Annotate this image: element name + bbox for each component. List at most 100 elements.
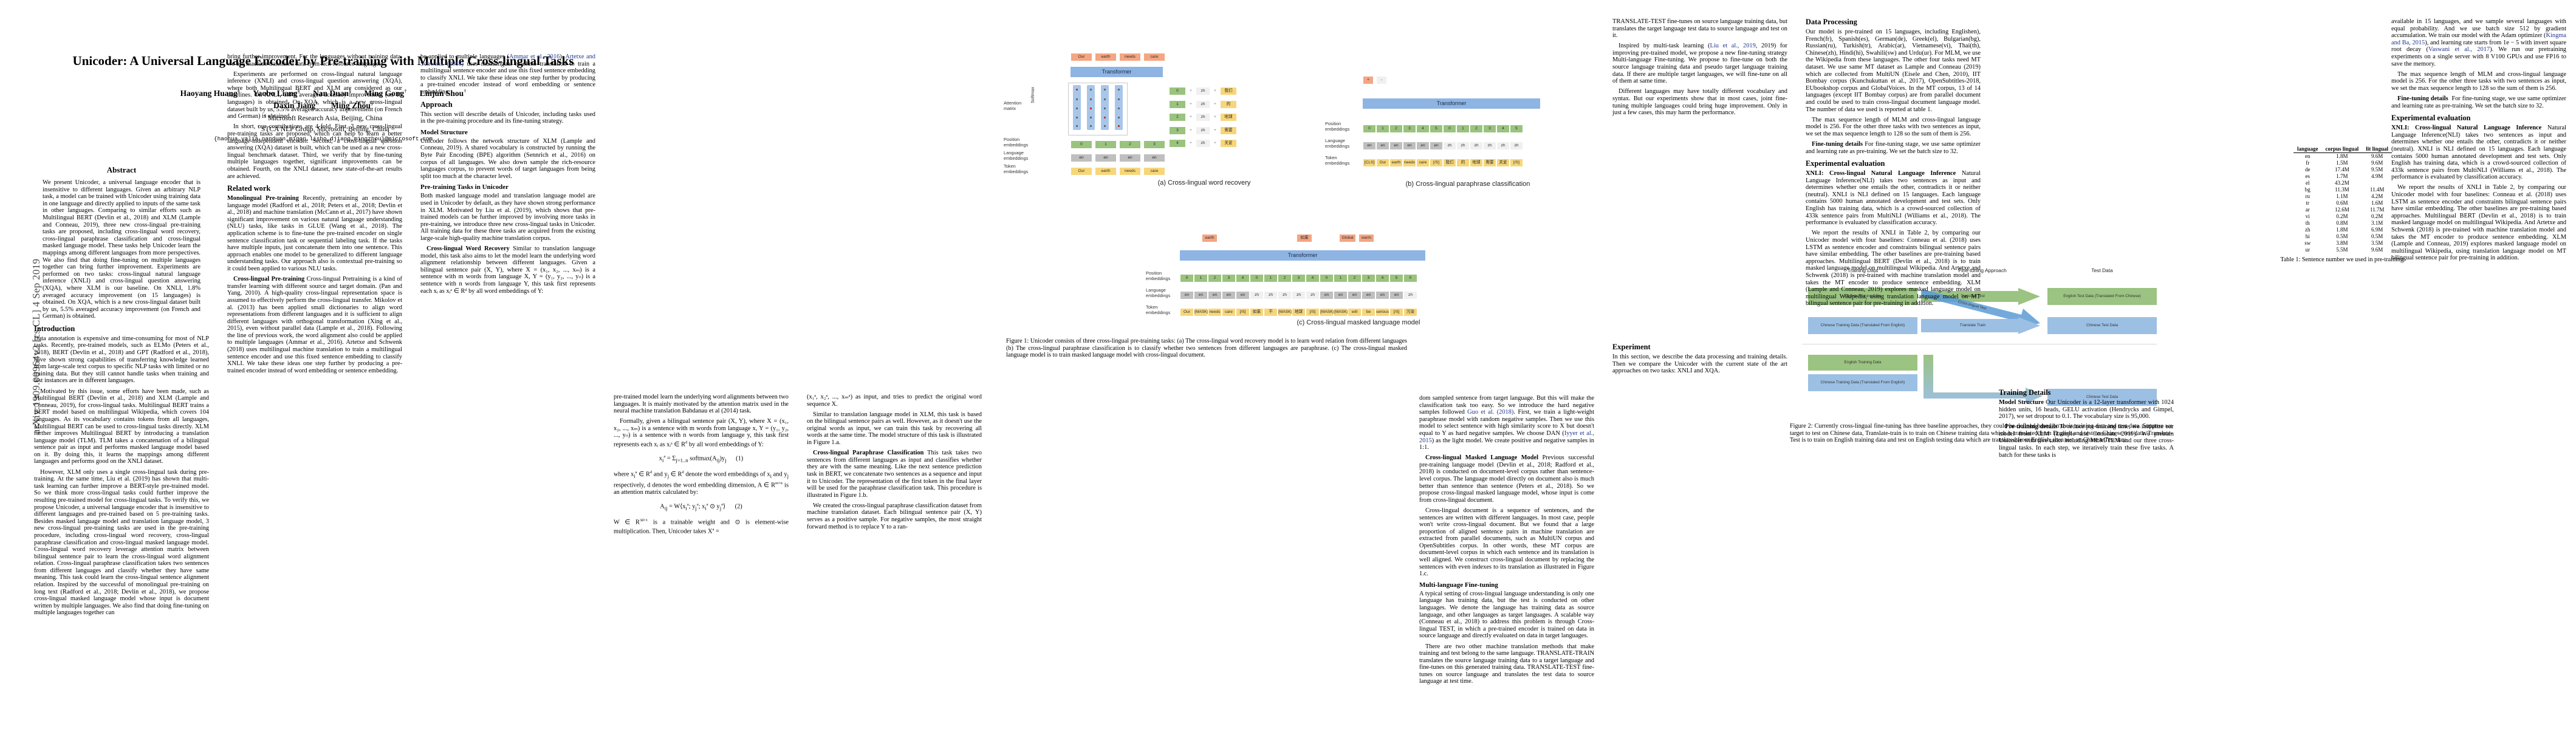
table-row: tr 0.6M 1.6M — [2293, 200, 2392, 207]
translate-train-arrow: Translate Train — [1921, 317, 2040, 334]
runin-heading: Cross-lingual Paraphrase Classification — [813, 450, 924, 457]
token-row: [CLS] Our earth needs care [/S] 我们的地球 需要 关爱 [/S] — [1363, 156, 1523, 166]
position-embedding: 0 — [1363, 125, 1375, 132]
table-cell: 9.5M — [2371, 166, 2383, 173]
token-embedding: Our — [1071, 168, 1092, 175]
column-9: Training Details Model Structure Our Uni… — [1999, 389, 2174, 462]
paragraph: This section will describe details of Un… — [420, 111, 595, 125]
table-cell: th — [2305, 220, 2310, 226]
language-embedding: zh — [1484, 142, 1496, 149]
paragraph: Pre-training details To reduce pre-train… — [1999, 423, 2174, 459]
table-cell: 0.5M — [2371, 233, 2383, 239]
table-column-header: corpus lingual — [2321, 146, 2363, 153]
paragraph: (x₁ᵃ, x₂ᵃ, ..., xₘᵃ) as input, and tries… — [807, 394, 982, 408]
paragraph: Cross-lingual Pre-training Cross-lingual… — [227, 276, 403, 374]
language-embedding: en — [1390, 142, 1402, 149]
token-embedding: 地球 — [1221, 114, 1236, 121]
paragraph: XNLI: Cross-lingual Natural Language Inf… — [1806, 170, 1981, 227]
language-embedding: en — [1417, 142, 1429, 149]
language-embedding: en — [1071, 154, 1092, 162]
token-output: care — [1144, 53, 1165, 61]
paragraph: In short, our contributions are 4-fold. … — [227, 123, 402, 180]
language-embedding: en — [1348, 292, 1361, 299]
table-row: en 1.8M 9.6M — [2293, 152, 2393, 160]
table-row: bg 11.3M 11.4M — [2293, 187, 2392, 193]
token-embedding: [/S] — [1306, 309, 1319, 316]
paragraph: Similar to translation language model in… — [807, 411, 982, 447]
table-cell: 17.4M — [2334, 166, 2349, 173]
author: Linjun Shou† — [419, 88, 467, 98]
language-embedding: zh — [1470, 142, 1482, 149]
table-1: language corpus lingual lit lingual en 1.… — [2252, 146, 2434, 264]
table-cell: 43.2M — [2334, 180, 2349, 186]
token-embedding: 的 — [1457, 159, 1469, 166]
paragraph: The max sequence length of MLM and cross… — [2391, 70, 2566, 92]
masked-output: warm — [1359, 234, 1374, 242]
transformer-block: Transformer — [1070, 67, 1163, 77]
token-embedding: will — [1348, 309, 1361, 316]
table-row: de 17.4M 9.5M — [2293, 166, 2392, 173]
token-embedding: Our — [1180, 309, 1193, 316]
token-embedding: [CLS] — [1363, 159, 1375, 166]
paragraph: Inspired by multi-task learning (Liu et … — [1612, 43, 1787, 85]
token-row: Our [MASK] needs care [/S] 如果不 [MASK] 地球 [/S] [MA… — [1180, 305, 1417, 316]
language-embedding: zh — [1457, 142, 1469, 149]
figure2-header: Fine-tuning Approach — [1958, 267, 2007, 273]
equation-2: Aij = W⟨xia; yja; xia ⊙ yja⟩ (2) — [660, 502, 742, 512]
language-embedding: en — [1120, 154, 1140, 162]
table-row: es 1.7M 4.9M — [2293, 173, 2392, 180]
language-embedding: zh — [1510, 142, 1523, 149]
author-emails: {haohua,yalia,nanduan,migon,lisho,djiang… — [213, 135, 433, 142]
figure-2-caption: Figure 2: Currently cross-lingual fine-t… — [1790, 423, 2173, 444]
column-1: Abstract We present Unicoder, a universa… — [34, 165, 209, 620]
language-embedding: zh — [1196, 140, 1210, 147]
position-embedding: 2 — [1278, 275, 1291, 282]
equation-1: xia = Σj=1..n softmax(Aij)yj (1) — [659, 454, 744, 464]
table-cell: 11.7M — [2369, 207, 2385, 213]
figure-1-panel-a: Our earth needs care Transformer Attenti… — [1004, 18, 1405, 187]
paper-page: Unicoder: A Universal Language Encoder b… — [34, 0, 2566, 729]
paragraph: Different languages may have totally dif… — [1612, 88, 1787, 117]
subsection-heading-pretraining-tasks: Pre-training Tasks in Unicoder — [420, 183, 509, 191]
paragraph: There are two other machine translation … — [1419, 643, 1594, 685]
paragraph: However, XLM only uses a single cross-li… — [34, 468, 209, 617]
author: Daxin Jiang† — [273, 100, 318, 111]
table-row: vi 0.2M 0.2M — [2293, 213, 2392, 220]
language-embedding: en — [1363, 142, 1375, 149]
paragraph: Motivated by this issue, some efforts ha… — [34, 388, 209, 465]
table-cell: 0.6M — [2336, 200, 2348, 206]
section-heading-introduction: Introduction — [34, 324, 75, 333]
table-row: th 0.8M 3.1M — [2293, 220, 2392, 227]
paragraph: dom sampled sentence from target languag… — [1419, 395, 1594, 451]
token-embedding: earth — [1390, 159, 1402, 166]
language-embedding: en — [1194, 292, 1207, 299]
token-embedding: care — [1417, 159, 1429, 166]
position-embedding: 5 — [1390, 275, 1403, 282]
position-embedding: 1 — [1264, 275, 1277, 282]
position-embedding: 4 — [1170, 140, 1185, 147]
table-cell: 3.5M — [2371, 240, 2383, 246]
figure-1-panel-c: earth 如果 Global warm Transformer Positio… — [1146, 231, 1571, 326]
paragraph: Formally, given a bilingual sentence pai… — [614, 418, 789, 448]
token-embedding: 污染 — [1404, 309, 1417, 316]
language-embedding: zh — [1444, 142, 1456, 149]
language-embedding: en — [1095, 154, 1116, 162]
table-cell: 0.2M — [2371, 213, 2383, 219]
author: Nan Duan§ — [313, 88, 352, 98]
runin-heading: Pre-training details — [2005, 423, 2058, 431]
position-embedding: 2 — [1120, 141, 1140, 148]
column-10: available in 15 languages, and we sample… — [2391, 18, 2566, 265]
attention-column — [1101, 85, 1109, 130]
abstract-heading: Abstract — [106, 165, 137, 174]
language-embeddings-label: Language embeddings — [1004, 150, 1029, 161]
position-embedding: 5 — [1510, 125, 1523, 132]
table-cell: 1.8M — [2336, 153, 2348, 159]
title-block: Unicoder: A Universal Language Encoder b… — [68, 53, 578, 142]
position-embedding: 2 — [1390, 125, 1402, 132]
position-embedding: 2 — [1170, 114, 1185, 121]
multi-language-arrow — [1921, 355, 2043, 403]
position-embedding: 3 — [1292, 275, 1305, 282]
section-heading-approach: Approach — [420, 100, 453, 109]
position-embedding: 0 — [1404, 275, 1417, 282]
